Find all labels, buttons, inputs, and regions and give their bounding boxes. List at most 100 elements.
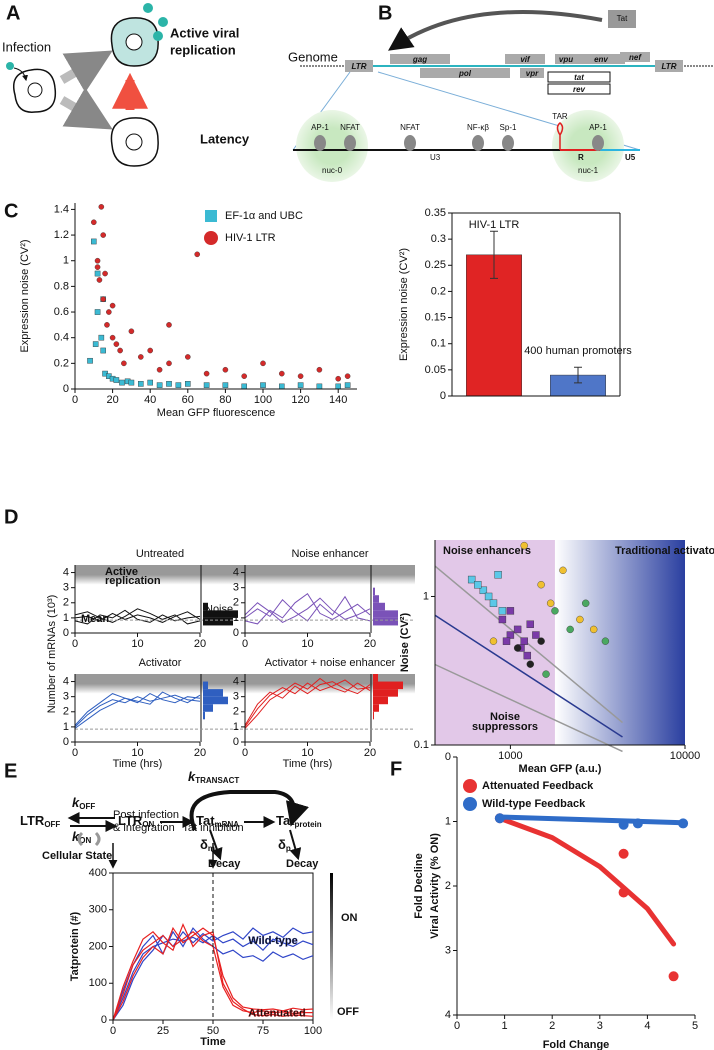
- label: nuc-1: [578, 166, 599, 175]
- y-tick-label: 0.35: [425, 207, 446, 219]
- y-tick-label: 4: [63, 675, 69, 687]
- point: [94, 270, 101, 277]
- y-tick-label: 0.05: [425, 364, 446, 376]
- nucleus: [125, 33, 143, 51]
- point: [297, 373, 304, 379]
- point: [94, 309, 101, 315]
- rate: δm: [200, 837, 215, 853]
- arrow: [59, 50, 113, 93]
- x-tick-label: 0: [72, 638, 78, 650]
- t: k: [72, 829, 80, 844]
- nucleus: [27, 82, 43, 98]
- rate: kOFF: [72, 795, 95, 811]
- point: [87, 357, 93, 364]
- point: [94, 264, 101, 270]
- y-tick-label: 0: [63, 736, 69, 748]
- t: k: [188, 769, 196, 784]
- y-tick-label: 1: [63, 255, 69, 267]
- trace: [74, 609, 201, 625]
- trace: [244, 677, 371, 729]
- site: [472, 135, 484, 151]
- y-tick-label: 100: [89, 977, 107, 989]
- y-tick-label: 4: [233, 675, 239, 687]
- point: [241, 383, 248, 390]
- x-tick-label: 1000: [498, 750, 522, 762]
- t: protein: [295, 820, 322, 829]
- legend-label: EF-1α and UBC: [225, 210, 303, 222]
- point: [467, 575, 476, 584]
- state: LTROFF: [20, 813, 60, 829]
- point: [98, 204, 105, 210]
- annotation: Active: [105, 566, 138, 578]
- legend-label: Wild-type Feedback: [482, 798, 586, 810]
- point: [106, 309, 112, 315]
- point: [506, 631, 515, 639]
- virus: [143, 3, 153, 13]
- point: [260, 360, 266, 367]
- hist-bar: [203, 704, 213, 712]
- point: [506, 607, 515, 615]
- t: δ: [200, 837, 208, 852]
- panel-b: Tat Genome LTR gag pol vif vpr vpu env nef LTR ta…: [288, 10, 714, 182]
- hist-bar: [373, 696, 388, 705]
- arrow: [77, 831, 101, 847]
- t: LTR: [118, 813, 143, 828]
- hist-bar: [373, 610, 398, 618]
- point: [96, 277, 103, 283]
- point: [632, 818, 643, 829]
- t: mRNA: [215, 820, 240, 829]
- y-tick-label: 4: [445, 1009, 451, 1021]
- trace: [244, 592, 371, 625]
- legend-label: Attenuated Feedback: [482, 780, 594, 792]
- letter: A: [6, 2, 20, 24]
- point: [184, 381, 191, 387]
- y-tick-label: 0.8: [54, 280, 69, 292]
- y-axis-label: Tatprotein (#): [69, 911, 81, 981]
- x-tick-label: 80: [219, 394, 231, 406]
- gene-label: vpu: [559, 55, 573, 64]
- annotation: Noise enhancers: [443, 545, 531, 557]
- y-axis-label: Fold Decline: [413, 853, 425, 918]
- point: [102, 270, 108, 277]
- hist-bar: [203, 617, 233, 626]
- arrow: [59, 87, 113, 130]
- point: [316, 366, 323, 373]
- label: Latency: [200, 131, 250, 146]
- rate: δp: [278, 837, 291, 853]
- y-tick-label: 0: [440, 390, 446, 402]
- point: [335, 383, 342, 390]
- point: [147, 379, 154, 386]
- annotation: Noise: [490, 711, 520, 723]
- x-tick-label: 0: [72, 394, 78, 406]
- gene-label: vpr: [526, 69, 539, 78]
- point: [618, 848, 629, 859]
- y-tick-label: 0: [63, 627, 69, 639]
- point: [513, 644, 522, 652]
- y-tick-label: 1: [233, 721, 239, 733]
- point: [526, 620, 534, 628]
- y-tick-label: 400: [89, 867, 107, 879]
- label: Cellular State: [42, 850, 112, 862]
- point: [520, 541, 528, 550]
- point: [678, 818, 689, 829]
- site: [592, 135, 604, 151]
- x-axis-label: Time: [200, 1036, 225, 1048]
- y-tick-label: 2: [63, 597, 69, 609]
- event-label: & integration: [113, 822, 175, 834]
- legend-marker: [463, 779, 477, 793]
- gene-label: pol: [458, 69, 472, 78]
- hist-bar: [203, 610, 238, 618]
- nucleosome: [552, 110, 624, 182]
- genes: LTR gag pol vif vpr vpu env nef LTR tat rev: [345, 52, 683, 95]
- letter: D: [4, 506, 18, 528]
- y-tick-label: 0.1: [414, 739, 429, 751]
- x-tick-label: 10: [131, 747, 143, 759]
- y-tick-label: 1: [233, 612, 239, 624]
- point: [100, 347, 106, 354]
- point: [551, 607, 559, 615]
- t: p: [286, 844, 291, 853]
- event-label: Post infection: [113, 809, 179, 821]
- point: [156, 382, 163, 388]
- label: nuc-0: [322, 166, 343, 175]
- point: [241, 373, 247, 379]
